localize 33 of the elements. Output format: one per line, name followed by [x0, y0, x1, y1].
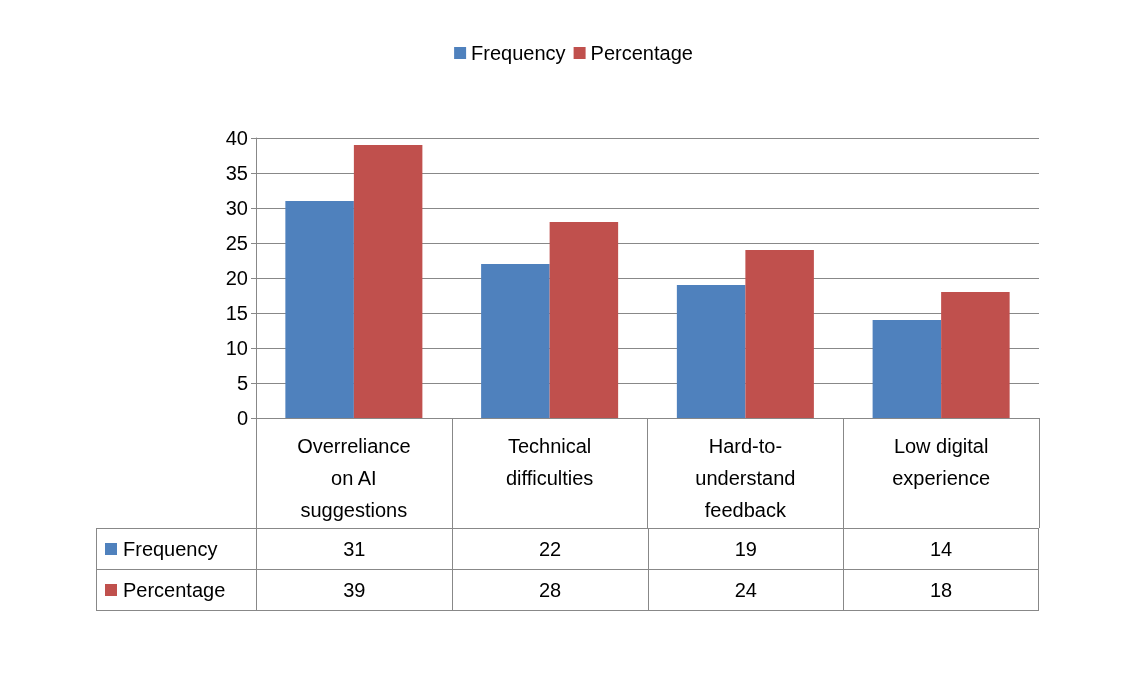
y-tick-label: 15 [225, 302, 248, 324]
y-tick-label: 30 [225, 197, 248, 219]
x-tick-label: Overreliance on AI suggestions [297, 435, 411, 521]
data-label: 18 [843, 570, 1039, 610]
data-label: 24 [647, 570, 844, 610]
y-tick-label: 10 [225, 337, 248, 359]
y-tick-label: 40 [225, 127, 248, 149]
x-tick-label: Technical difficulties [505, 435, 594, 489]
legend-label: Frequency [471, 42, 566, 64]
y-tick-label: 20 [225, 267, 248, 289]
data-label: 28 [451, 570, 648, 610]
x-tick-label: Hard-to-understand feedback [695, 435, 796, 521]
y-tick-label: 35 [225, 162, 248, 184]
data-label: 19 [647, 529, 844, 569]
bar [872, 320, 942, 418]
data-label: 22 [451, 529, 648, 569]
bar [549, 222, 619, 418]
data-label: 31 [256, 529, 452, 569]
bar [285, 201, 354, 418]
data-label: 14 [843, 529, 1039, 569]
y-tick-label: 0 [236, 407, 248, 429]
data-label: 39 [256, 570, 452, 610]
text: Percentage [123, 578, 226, 601]
bar [353, 145, 423, 418]
bar [676, 285, 746, 418]
text: Frequency [123, 537, 218, 560]
bar [745, 250, 814, 418]
y-tick-label: 5 [236, 372, 248, 394]
bar [481, 264, 550, 418]
x-tick-label: Low digital experience [892, 435, 991, 489]
legend-label: Percentage [590, 42, 693, 64]
bar [941, 292, 1010, 418]
y-tick-label: 25 [225, 232, 248, 254]
